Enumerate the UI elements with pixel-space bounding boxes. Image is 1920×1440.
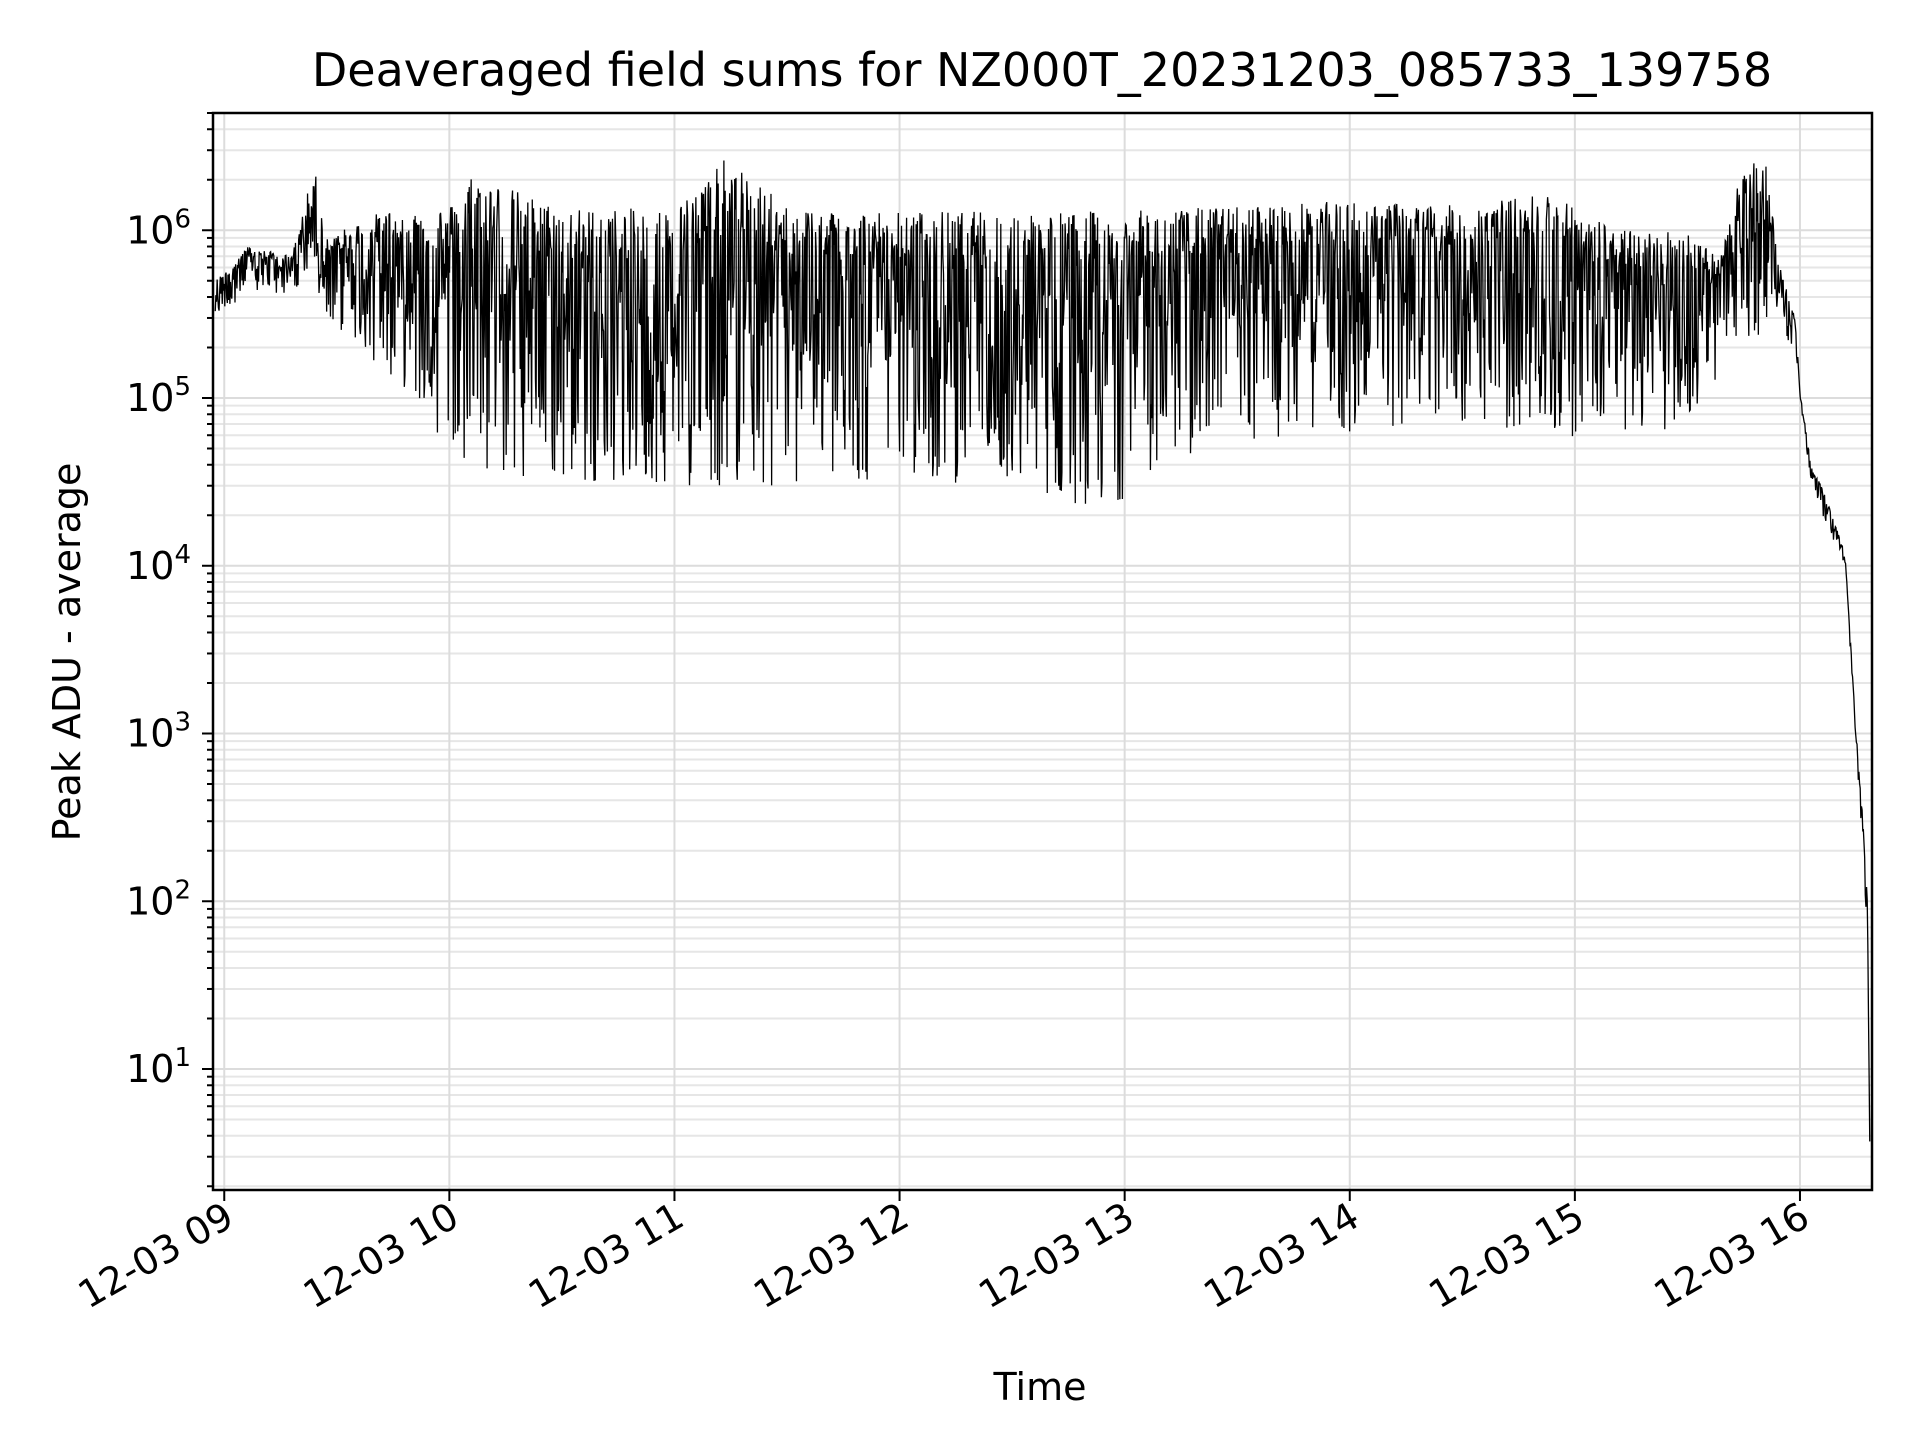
y-tick-label: 105: [126, 372, 191, 420]
x-tick-label: 12-03 11: [521, 1194, 691, 1318]
data-series: [214, 160, 1871, 1142]
x-tick-label: 12-03 12: [746, 1194, 916, 1318]
x-tick-label: 12-03 15: [1421, 1194, 1591, 1318]
y-axis: 101 102 103 104 105 106: [126, 112, 213, 1188]
y-axis-label: Peak ADU - average: [45, 463, 89, 842]
x-axis: 12-03 09 12-03 10 12-03 11 12-03 12 12-03 13…: [71, 1190, 1816, 1318]
x-tick-label: 12-03 10: [296, 1194, 466, 1318]
x-axis-label: Time: [993, 1365, 1087, 1409]
chart-title: Deaveraged field sums for NZ000T_2023120…: [312, 43, 1772, 97]
y-tick-label: 102: [126, 875, 191, 923]
x-tick-label: 12-03 13: [971, 1194, 1141, 1318]
series-line: [214, 160, 1871, 1142]
x-tick-label: 12-03 09: [71, 1194, 241, 1318]
y-tick-label: 104: [126, 540, 191, 588]
x-tick-label: 12-03 16: [1646, 1194, 1816, 1318]
y-tick-label: 101: [126, 1043, 191, 1091]
y-tick-label: 106: [126, 204, 191, 252]
x-tick-label: 12-03 14: [1196, 1194, 1366, 1318]
y-tick-label: 103: [126, 708, 191, 756]
plot-frame: [211, 111, 1874, 1192]
